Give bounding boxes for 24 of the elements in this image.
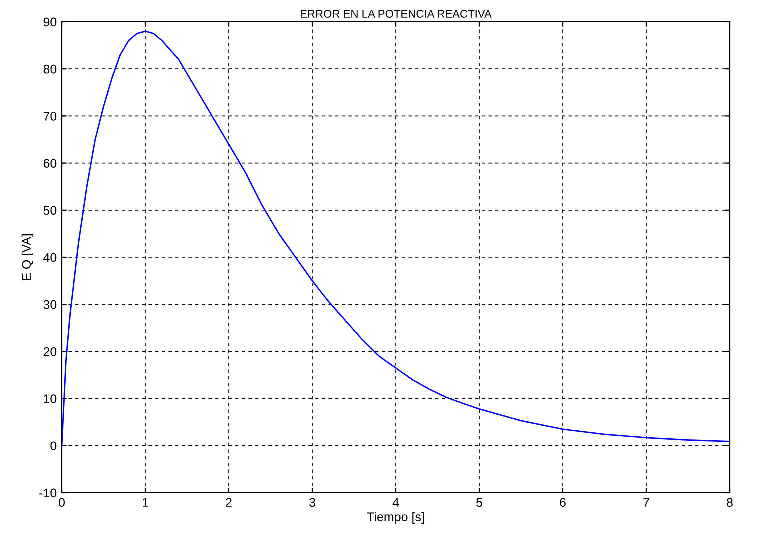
line-series <box>62 30 730 447</box>
x-tick-label: 0 <box>59 498 65 508</box>
x-tick-label: 2 <box>226 498 232 507</box>
y-tick-label: 30 <box>44 300 57 310</box>
x-tick-label: 3 <box>310 498 316 508</box>
y-tick-label: 80 <box>44 64 57 74</box>
x-tick-label: 6 <box>560 498 566 508</box>
y-tick-label: 10 <box>44 394 57 404</box>
x-axis-title: Tiempo [s] <box>367 512 424 524</box>
x-tick-label: 5 <box>476 498 482 508</box>
x-tick-label: 8 <box>727 498 733 508</box>
y-tick-label: 90 <box>44 18 57 27</box>
x-tick-label: 1 <box>142 498 148 507</box>
y-tick-label: -10 <box>40 488 57 498</box>
x-tick-label: 7 <box>644 498 650 507</box>
y-tick-label: 60 <box>44 159 57 168</box>
y-tick-label: 70 <box>44 112 57 121</box>
y-tick-label: 40 <box>44 253 57 262</box>
y-axis-title: E Q [VA] <box>22 234 34 280</box>
x-tick-label: 4 <box>392 498 400 507</box>
y-tick-label: 20 <box>44 348 57 356</box>
y-tick-label: 50 <box>44 206 57 216</box>
chart-title: ERROR EN LA POTENCIA REACTIVA <box>301 10 492 18</box>
y-tick-label: 0 <box>50 442 57 451</box>
